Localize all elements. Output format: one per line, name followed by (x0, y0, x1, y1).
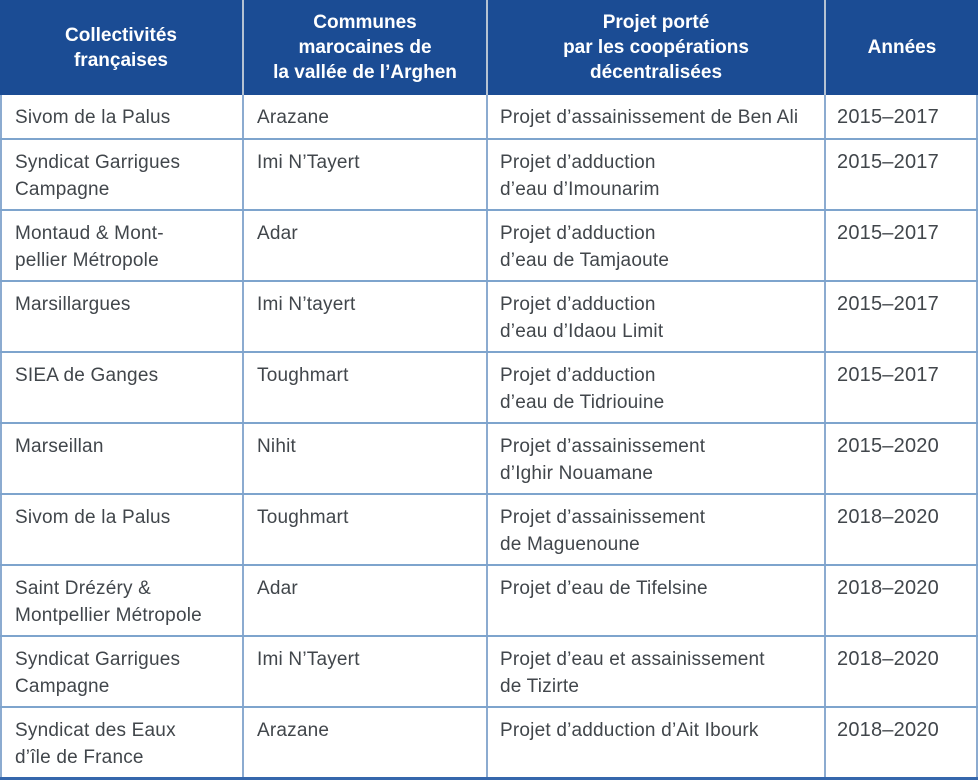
cell-annees: 2015–2017 (826, 211, 978, 280)
cell-annees: 2018–2020 (826, 566, 978, 635)
cell-collectivite: Sivom de la Palus (0, 495, 244, 564)
table-row: Sivom de la Palus Toughmart Projet d’assai… (0, 495, 978, 566)
cell-commune: Arazane (244, 95, 488, 138)
table-row: Marseillan Nihit Projet d’assainissement d… (0, 424, 978, 495)
cell-collectivite: Syndicat Garrigues Campagne (0, 637, 244, 706)
cell-projet: Projet d’assainissement d’Ighir Nouamane (488, 424, 826, 493)
cell-commune: Arazane (244, 708, 488, 777)
cell-commune: Nihit (244, 424, 488, 493)
cell-annees: 2015–2017 (826, 140, 978, 209)
table-row: Montaud & Mont- pellier Métropole Adar Pro… (0, 211, 978, 282)
cell-projet: Projet d’adduction d’eau de Tamjaoute (488, 211, 826, 280)
cell-annees: 2015–2017 (826, 353, 978, 422)
cell-annees: 2015–2017 (826, 95, 978, 138)
cell-projet: Projet d’assainissement de Maguenoune (488, 495, 826, 564)
cell-collectivite: Marseillan (0, 424, 244, 493)
cell-collectivite: Syndicat des Eaux d’île de France (0, 708, 244, 777)
cell-commune: Toughmart (244, 495, 488, 564)
table-row: Syndicat Garrigues Campagne Imi N’Tayert P… (0, 140, 978, 211)
table-row: Syndicat des Eaux d’île de France Arazane… (0, 708, 978, 780)
cell-projet: Projet d’eau et assainissement de Tizirt… (488, 637, 826, 706)
cell-commune: Imi N’Tayert (244, 637, 488, 706)
cell-collectivite: Saint Drézéry & Montpellier Métropole (0, 566, 244, 635)
cell-projet: Projet d’adduction d’eau de Tidriouine (488, 353, 826, 422)
cell-annees: 2015–2020 (826, 424, 978, 493)
column-header-collectivites: Collectivités françaises (0, 0, 244, 95)
cell-commune: Imi N’tayert (244, 282, 488, 351)
table-row: Sivom de la Palus Arazane Projet d’assaini… (0, 95, 978, 140)
cell-collectivite: Montaud & Mont- pellier Métropole (0, 211, 244, 280)
cell-projet: Projet d’adduction d’Ait Ibourk (488, 708, 826, 777)
cell-annees: 2018–2020 (826, 637, 978, 706)
cell-projet: Projet d’adduction d’eau d’Imounarim (488, 140, 826, 209)
cell-projet: Projet d’eau de Tifelsine (488, 566, 826, 635)
cell-annees: 2015–2017 (826, 282, 978, 351)
table-row: Marsillargues Imi N’tayert Projet d’adduct… (0, 282, 978, 353)
column-header-communes: Communes marocaines de la vallée de l’Ar… (244, 0, 488, 95)
cell-projet: Projet d’assainissement de Ben Ali (488, 95, 826, 138)
cell-collectivite: Marsillargues (0, 282, 244, 351)
cell-collectivite: Syndicat Garrigues Campagne (0, 140, 244, 209)
cell-collectivite: SIEA de Ganges (0, 353, 244, 422)
table-row: Saint Drézéry & Montpellier Métropole Ada… (0, 566, 978, 637)
cell-projet: Projet d’adduction d’eau d’Idaou Limit (488, 282, 826, 351)
cell-collectivite: Sivom de la Palus (0, 95, 244, 138)
column-header-annees: Années (867, 37, 937, 58)
cell-commune: Adar (244, 211, 488, 280)
table-header-row: Collectivités françaises Communes maroca… (0, 0, 978, 95)
table-row: SIEA de Ganges Toughmart Projet d’adductio… (0, 353, 978, 424)
table-row: Syndicat Garrigues Campagne Imi N’Tayert P… (0, 637, 978, 708)
cell-annees: 2018–2020 (826, 708, 978, 777)
cell-commune: Imi N’Tayert (244, 140, 488, 209)
cell-commune: Adar (244, 566, 488, 635)
table-body: Sivom de la Palus Arazane Projet d’assaini… (0, 95, 978, 780)
cell-annees: 2018–2020 (826, 495, 978, 564)
cell-commune: Toughmart (244, 353, 488, 422)
column-header-projet: Projet porté par les coopérations décent… (488, 0, 826, 95)
